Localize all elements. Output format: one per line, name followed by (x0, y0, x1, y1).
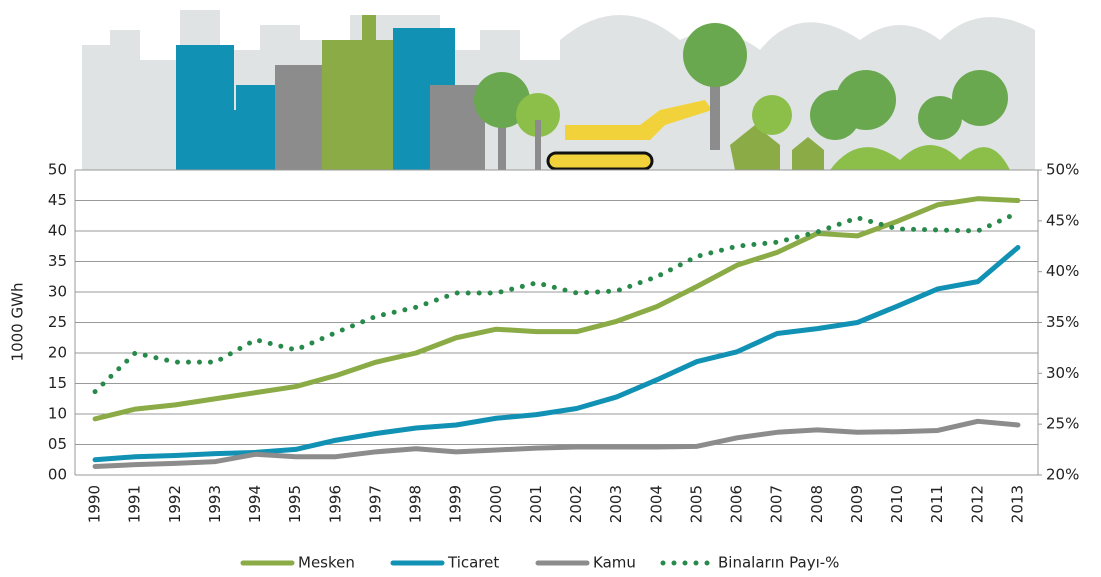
legend-label: Mesken (298, 554, 355, 572)
y-tick-label: 15 (48, 374, 67, 392)
x-tick-label: 2004 (647, 485, 665, 523)
x-tick-label: 1995 (286, 485, 304, 523)
y-tick-label: 00 (48, 466, 67, 484)
x-tick-label: 2007 (768, 485, 786, 523)
y2-tick-label: 20% (1046, 466, 1079, 484)
y-tick-label: 10 (48, 405, 67, 423)
y2-tick-label: 30% (1046, 364, 1079, 382)
x-tick-label: 2008 (808, 485, 826, 523)
series-line (95, 199, 1018, 419)
legend-label: Binaların Payı-% (718, 554, 839, 572)
x-tick-label: 1999 (447, 485, 465, 523)
y-tick-label: 35 (48, 252, 67, 270)
series-line (95, 213, 1018, 392)
x-tick-label: 2001 (527, 485, 545, 523)
x-tick-label: 1991 (126, 485, 144, 523)
chart: 1000 GWh 00 05 10 15 20 25 30 35 40 45 50 20% 25% 30%… (0, 0, 1101, 577)
x-tick-label: 1990 (86, 485, 104, 523)
legend-label: Ticaret (447, 554, 499, 572)
x-tick-label: 2010 (888, 485, 906, 523)
x-tick-label: 1996 (326, 485, 344, 523)
y2-tick-label: 50% (1046, 161, 1079, 179)
y-tick-label: 45 (48, 191, 67, 209)
x-tick-label: 2006 (728, 485, 746, 523)
x-tick-label: 2000 (487, 485, 505, 523)
x-tick-label: 2002 (567, 485, 585, 523)
x-tick-label: 1993 (206, 485, 224, 523)
y-tick-label: 20 (48, 344, 67, 362)
y-tick-label: 40 (48, 222, 67, 240)
y-axis-label: 1000 GWh (9, 283, 27, 362)
y-tick-label: 25 (48, 313, 67, 331)
legend-label: Kamu (593, 554, 636, 572)
y2-tick-label: 35% (1046, 313, 1079, 331)
x-tick-label: 1998 (407, 485, 425, 523)
y-tick-label: 50 (48, 161, 67, 179)
illustration (82, 10, 1035, 170)
x-tick-label: 2003 (607, 485, 625, 523)
x-tick-label: 1997 (366, 485, 384, 523)
x-tick-label: 1992 (166, 485, 184, 523)
y-tick-label: 05 (48, 435, 67, 453)
series-line (95, 247, 1018, 459)
x-tick-label: 2005 (687, 485, 705, 523)
y2-tick-label: 45% (1046, 211, 1079, 229)
y-tick-label: 30 (48, 283, 67, 301)
y2-tick-label: 40% (1046, 262, 1079, 280)
x-tick-label: 2012 (968, 485, 986, 523)
x-tick-label: 1994 (246, 485, 264, 523)
y2-tick-label: 25% (1046, 415, 1079, 433)
x-tick-label: 2013 (1008, 485, 1026, 523)
series-line (95, 421, 1018, 466)
x-tick-label: 2009 (848, 485, 866, 523)
x-tick-label: 2011 (928, 485, 946, 523)
